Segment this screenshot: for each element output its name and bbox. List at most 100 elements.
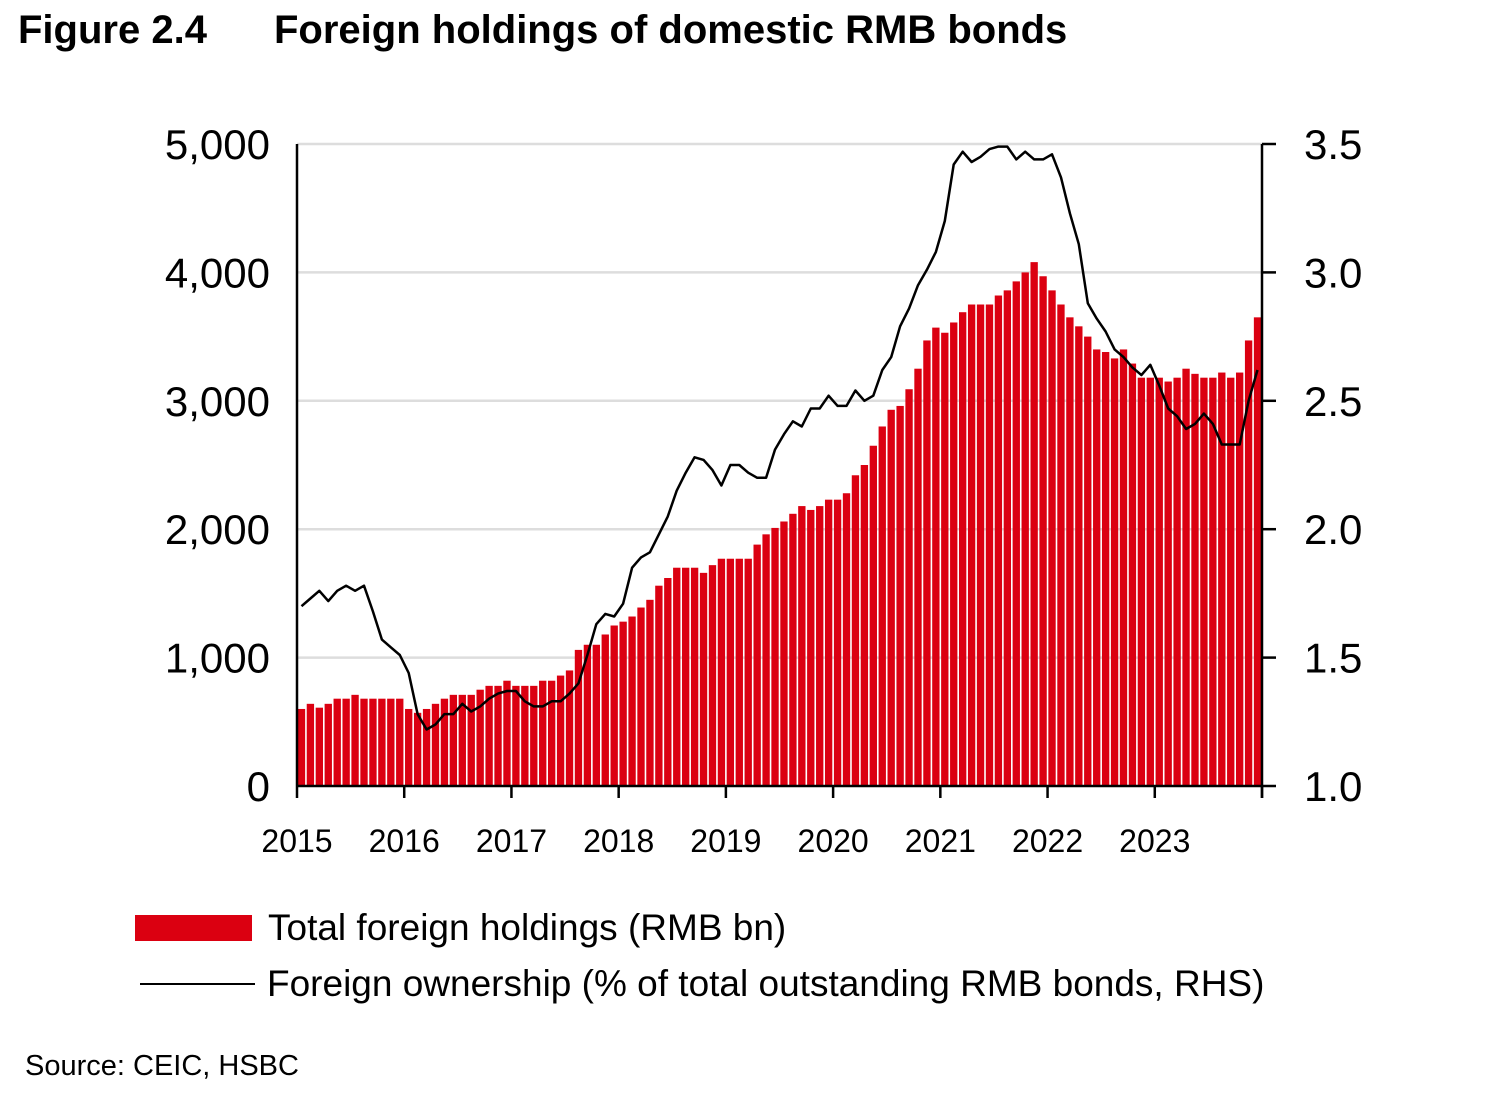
bar — [610, 625, 618, 786]
legend-item-line: Foreign ownership (% of total outstandin… — [135, 956, 1264, 1012]
ownership-line — [300, 145, 1259, 731]
bar — [592, 644, 600, 786]
x-tick-label: 2015 — [261, 823, 332, 859]
bar — [485, 685, 493, 786]
bar — [824, 499, 833, 786]
bar — [583, 644, 592, 786]
bar — [467, 694, 475, 786]
bar — [959, 312, 967, 786]
bar — [333, 698, 341, 786]
x-tick-label: 2016 — [369, 823, 440, 859]
bar — [896, 405, 904, 786]
bar — [932, 327, 940, 786]
bar — [1137, 377, 1146, 786]
bar — [798, 506, 806, 786]
bar — [842, 493, 851, 786]
bar — [387, 698, 395, 786]
y-left-tick-label: 3,000 — [165, 378, 270, 425]
bar — [905, 389, 913, 786]
bar — [1039, 276, 1047, 786]
bar — [324, 703, 332, 786]
bar — [1012, 281, 1020, 786]
bar — [1218, 372, 1226, 786]
bar — [807, 509, 815, 786]
bar — [1119, 349, 1128, 786]
bar — [1048, 290, 1056, 786]
x-tick-label: 2020 — [798, 823, 869, 859]
bar — [1227, 377, 1235, 786]
bar — [655, 585, 663, 786]
bar — [521, 685, 529, 786]
bar — [1093, 349, 1101, 786]
bar — [494, 685, 502, 786]
bar — [342, 698, 350, 786]
bar — [1030, 262, 1038, 786]
bar — [601, 634, 609, 786]
legend-label-bars: Total foreign holdings (RMB bn) — [268, 907, 787, 948]
bar — [1066, 317, 1074, 786]
chart-title: Figure 2.4 Foreign holdings of domestic … — [18, 8, 1067, 53]
bar — [619, 621, 627, 786]
bar — [860, 465, 869, 786]
bar — [1164, 381, 1172, 786]
y-left-tick-label: 1,000 — [165, 635, 270, 682]
bar — [431, 703, 440, 786]
bar — [869, 445, 877, 786]
bar — [923, 340, 931, 786]
bar — [1182, 368, 1190, 786]
x-tick-label: 2018 — [583, 823, 654, 859]
bar — [315, 707, 324, 786]
bar — [851, 475, 860, 786]
bar — [726, 558, 735, 786]
x-tick-label: 2023 — [1119, 823, 1190, 859]
bar — [735, 558, 743, 786]
bar — [351, 694, 359, 786]
bar — [664, 577, 672, 786]
bar — [539, 680, 547, 786]
x-tick-label: 2017 — [476, 823, 547, 859]
bar — [503, 680, 511, 786]
legend-label-line: Foreign ownership (% of total outstandin… — [267, 963, 1265, 1004]
bar — [708, 565, 717, 786]
bar — [458, 694, 466, 786]
bar — [976, 304, 985, 786]
figure-number: Figure 2.4 — [18, 8, 207, 52]
bar — [628, 616, 636, 786]
y-right-tick-label: 3.5 — [1304, 121, 1362, 168]
legend: Total foreign holdings (RMB bn) Foreign … — [135, 900, 1264, 1012]
x-tick-label: 2019 — [690, 823, 761, 859]
bar — [1200, 377, 1208, 786]
y-right-tick-label: 2.5 — [1304, 378, 1362, 425]
x-tick-label: 2022 — [1012, 823, 1083, 859]
bar — [512, 685, 520, 786]
bar — [699, 572, 708, 786]
bar — [646, 599, 654, 786]
bar — [449, 694, 458, 786]
bar — [440, 698, 449, 786]
bar — [833, 499, 842, 786]
bar — [565, 670, 574, 786]
bar — [422, 708, 431, 786]
bar — [369, 698, 377, 786]
bar — [547, 680, 556, 786]
bar — [789, 513, 797, 786]
legend-item-bars: Total foreign holdings (RMB bn) — [135, 900, 1264, 956]
bar — [914, 368, 922, 786]
figure-title: Foreign holdings of domestic RMB bonds — [274, 8, 1068, 52]
bar — [771, 527, 779, 786]
bar — [1084, 336, 1092, 786]
bar — [396, 698, 404, 786]
bar — [744, 558, 752, 786]
legend-line-swatch — [140, 983, 255, 985]
bar — [530, 685, 538, 786]
bar — [762, 534, 770, 786]
bar — [1173, 377, 1181, 786]
bar — [476, 689, 484, 786]
bar — [574, 649, 583, 786]
bar — [1101, 352, 1110, 786]
bar — [556, 675, 565, 786]
bar — [1003, 290, 1012, 786]
bar — [878, 426, 886, 786]
y-right-tick-label: 1.0 — [1304, 763, 1362, 810]
